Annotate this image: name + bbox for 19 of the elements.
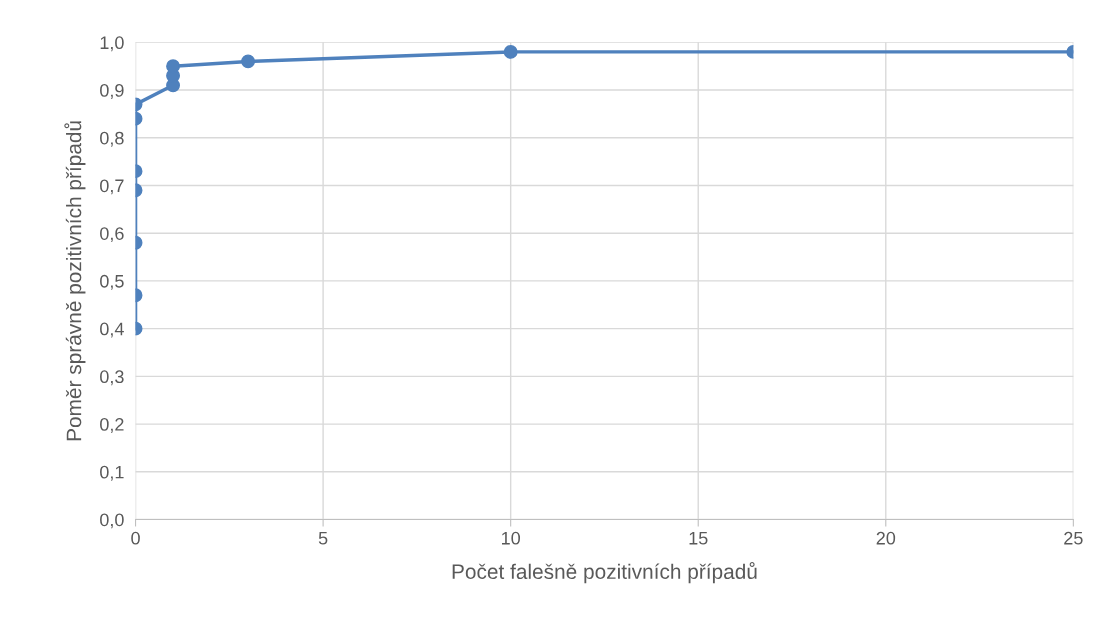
y-tick-label: 0,2 bbox=[100, 418, 124, 433]
x-tick-label: 15 bbox=[689, 531, 708, 545]
y-tick-label: 0,5 bbox=[100, 274, 124, 290]
y-tick-label: 0,1 bbox=[100, 465, 124, 481]
y-tick-label: 0,7 bbox=[100, 179, 124, 195]
x-tick-label: 20 bbox=[876, 531, 896, 545]
x-axis-title: Počet falešně pozitivních případů bbox=[452, 562, 757, 584]
y-tick-label: 0,9 bbox=[100, 83, 124, 99]
x-tick-label: 0 bbox=[131, 531, 140, 545]
y-tick-label: 0,3 bbox=[100, 370, 124, 386]
x-tick-label: 25 bbox=[1064, 531, 1083, 545]
y-tick-label: 0,4 bbox=[100, 322, 124, 338]
y-tick-label: 0,8 bbox=[100, 131, 124, 147]
x-tick-label: 5 bbox=[318, 531, 328, 545]
x-tick-label: 10 bbox=[502, 531, 520, 545]
y-tick-label: 0,0 bbox=[100, 513, 124, 529]
y-tick-label: 1,0 bbox=[100, 36, 124, 52]
y-axis-title: Poměr správně pozitivních případů bbox=[64, 121, 86, 441]
y-tick-label: 0,6 bbox=[100, 227, 124, 243]
